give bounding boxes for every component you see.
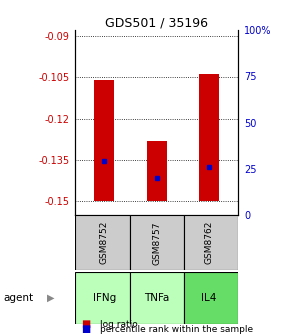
Text: GSM8757: GSM8757 bbox=[152, 221, 161, 264]
Text: ▶: ▶ bbox=[47, 293, 55, 303]
Text: ■: ■ bbox=[81, 324, 90, 334]
Bar bbox=[130, 215, 184, 270]
Text: log ratio: log ratio bbox=[100, 320, 138, 329]
Text: IL4: IL4 bbox=[201, 293, 217, 303]
Text: GSM8752: GSM8752 bbox=[100, 221, 109, 264]
Bar bbox=[184, 215, 238, 270]
Bar bbox=[94, 80, 114, 201]
Text: TNFa: TNFa bbox=[144, 293, 169, 303]
Text: IFNg: IFNg bbox=[93, 293, 116, 303]
Text: percentile rank within the sample: percentile rank within the sample bbox=[100, 325, 253, 334]
Text: agent: agent bbox=[3, 293, 33, 303]
Title: GDS501 / 35196: GDS501 / 35196 bbox=[105, 16, 208, 29]
Bar bbox=[199, 74, 219, 201]
Text: ■: ■ bbox=[81, 319, 90, 329]
Bar bbox=[147, 140, 166, 201]
Bar bbox=[184, 272, 238, 324]
Text: GSM8762: GSM8762 bbox=[204, 221, 213, 264]
Bar bbox=[130, 272, 184, 324]
Bar bbox=[75, 215, 130, 270]
Bar bbox=[75, 272, 130, 324]
